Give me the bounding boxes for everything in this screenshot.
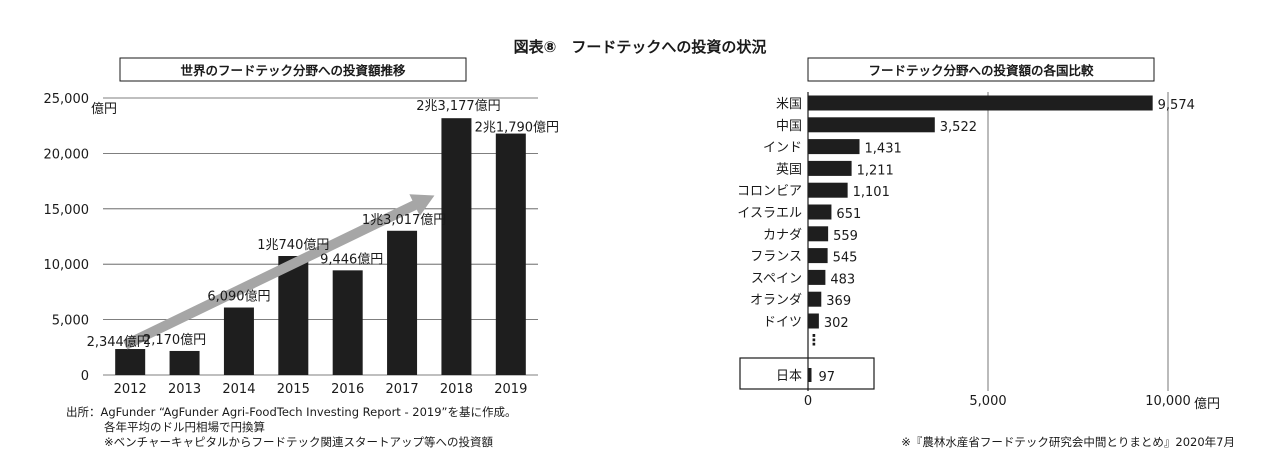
right-bar (808, 291, 822, 307)
right-data-label: 302 (824, 316, 849, 331)
right-category-label: 英国 (776, 162, 802, 177)
right-bar (808, 269, 826, 285)
left-y-tick-label: 15,000 (44, 203, 90, 218)
left-bar (115, 349, 146, 375)
left-chart-title: 世界のフードテック分野への投資額推移 (180, 63, 406, 78)
right-bar (808, 160, 852, 176)
right-bar (808, 139, 860, 155)
right-ellipsis: ⋮ (807, 331, 822, 349)
right-bar (808, 204, 832, 220)
right-source-note: ※『農林水産省フードテック研究会中間とりまとめ』2020年7月 (901, 435, 1235, 449)
right-category-label: イスラエル (737, 206, 802, 221)
right-category-label: フランス (750, 250, 802, 265)
left-data-label: 2兆1,790億円 (475, 120, 560, 136)
right-data-label: 9,574 (1158, 98, 1195, 113)
right-category-label: 中国 (776, 119, 802, 134)
figure-title: 図表⑧ フードテックへの投資の状況 (514, 38, 767, 56)
right-x-tick-label: 10,000 (1145, 394, 1191, 409)
right-bar (808, 182, 848, 198)
right-data-label: 651 (836, 207, 861, 222)
right-category-label: 米国 (776, 97, 802, 112)
left-x-tick-label: 2014 (222, 382, 255, 397)
right-data-label: 559 (833, 229, 858, 244)
right-x-axis-unit: 億円 (1194, 396, 1220, 412)
left-data-label: 6,090億円 (207, 289, 270, 305)
left-x-tick-label: 2019 (494, 382, 527, 397)
left-data-label: 2兆3,177億円 (416, 98, 501, 114)
right-x-tick-label: 0 (804, 394, 812, 409)
japan-data-label: 97 (818, 370, 835, 385)
right-data-label: 3,522 (940, 120, 977, 135)
right-data-label: 1,211 (857, 163, 894, 178)
right-data-label: 1,101 (853, 185, 890, 200)
left-data-label: 1兆740億円 (257, 237, 329, 253)
right-chart: 0 5,000 10,000 億円 米国 9,574 中国 3,522 インド 1,431 英国 1,… (737, 92, 1220, 412)
left-x-tick-label: 2018 (440, 382, 473, 397)
left-y-tick-label: 5,000 (52, 314, 89, 329)
right-x-tick-label: 5,000 (969, 394, 1006, 409)
left-x-tick-label: 2017 (386, 382, 419, 397)
left-x-tick-label: 2015 (277, 382, 310, 397)
right-bar (808, 313, 819, 329)
japan-highlight-box (739, 357, 875, 390)
right-data-label: 545 (833, 251, 858, 266)
right-bar (808, 248, 828, 264)
left-title-box (119, 57, 467, 82)
trend-arrow (123, 194, 435, 350)
left-y-tick-label: 25,000 (44, 92, 90, 107)
right-data-label: 369 (826, 294, 851, 309)
right-data-label: 1,431 (865, 142, 902, 157)
left-y-tick-label: 10,000 (44, 258, 90, 273)
left-y-tick-label: 0 (81, 369, 89, 384)
right-category-label: インド (763, 141, 802, 156)
left-data-label: 2,170億円 (143, 332, 206, 348)
source-note-line2: 各年平均のドル円相場で円換算 (104, 420, 265, 434)
source-note-line3: ※ベンチャーキャピタルからフードテック関連スタートアップ等への投資額 (104, 435, 494, 449)
left-y-tick-label: 20,000 (44, 147, 90, 162)
left-bar (278, 256, 309, 375)
right-category-label: ドイツ (763, 315, 802, 330)
left-bar (332, 270, 363, 375)
left-bar (441, 118, 472, 375)
right-category-label: オランダ (750, 293, 802, 308)
japan-bar (808, 368, 812, 382)
left-bar (169, 350, 200, 375)
right-chart-title: フードテック分野への投資額の各国比較 (868, 63, 1094, 78)
left-bar (495, 133, 526, 375)
right-bar (808, 117, 935, 133)
left-y-axis-unit: 億円 (91, 101, 117, 117)
japan-category-label: 日本 (776, 369, 802, 384)
right-category-label: カナダ (763, 228, 802, 243)
left-x-tick-label: 2013 (168, 382, 201, 397)
right-bar (808, 226, 829, 242)
source-note-line1: 出所：AgFunder “AgFunder Agri-FoodTech Inve… (66, 405, 517, 419)
right-category-label: スペイン (751, 271, 802, 286)
left-x-tick-label: 2012 (114, 382, 147, 397)
left-bar (223, 307, 254, 375)
right-bar (808, 95, 1153, 111)
left-data-label: 2,344億円 (87, 334, 150, 350)
left-bar (387, 230, 418, 375)
left-x-tick-label: 2016 (331, 382, 364, 397)
left-data-label: 9,446億円 (320, 251, 383, 267)
right-data-label: 483 (830, 272, 855, 287)
right-title-box (807, 57, 1155, 82)
left-data-label: 1兆3,017億円 (362, 212, 447, 228)
right-category-label: コロンビア (737, 184, 802, 199)
